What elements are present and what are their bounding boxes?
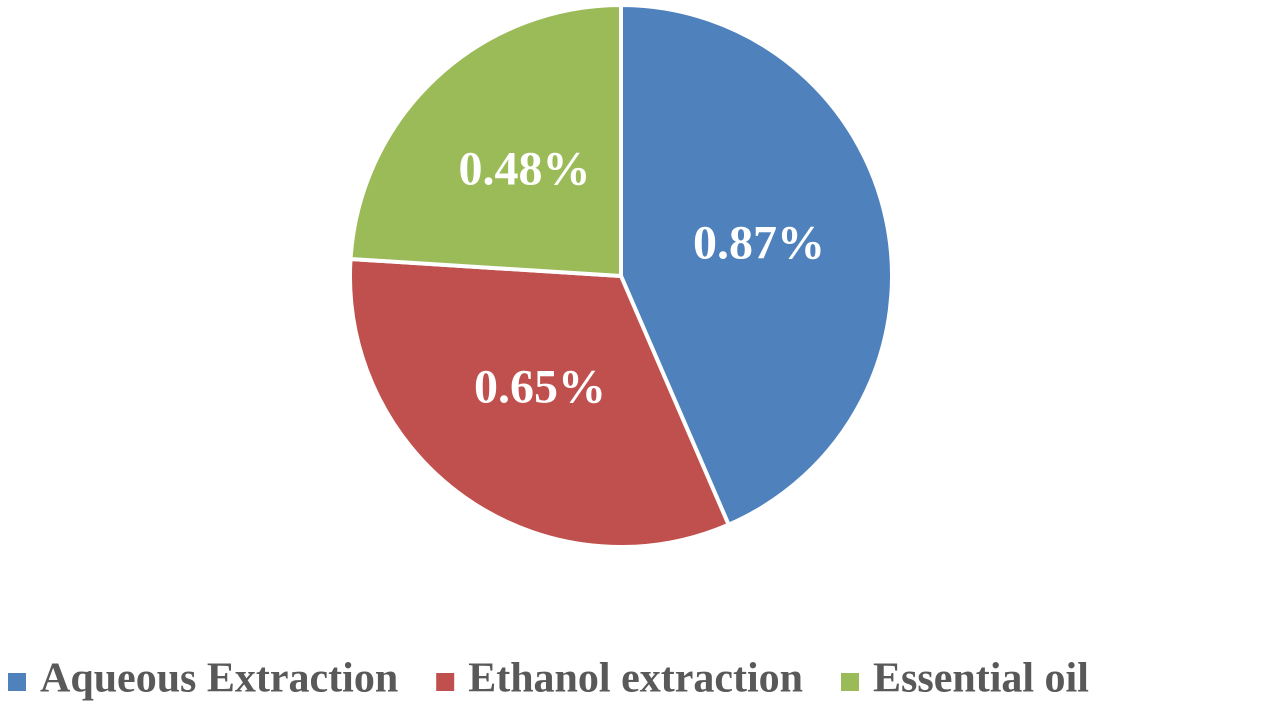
data-label: 0.48% [459,142,591,195]
pie-slice [348,256,732,549]
pie-slice [348,2,623,279]
data-label: 0.65% [474,360,606,413]
legend-swatch [8,673,26,691]
pie-slice [619,2,894,528]
legend-label: Aqueous Extraction [40,656,398,702]
legend-label: Ethanol extraction [468,656,803,702]
data-label: 0.87% [693,216,825,269]
legend-swatch [841,673,860,691]
legend-swatch [436,673,455,691]
legend-label: Essential oil [873,656,1089,702]
